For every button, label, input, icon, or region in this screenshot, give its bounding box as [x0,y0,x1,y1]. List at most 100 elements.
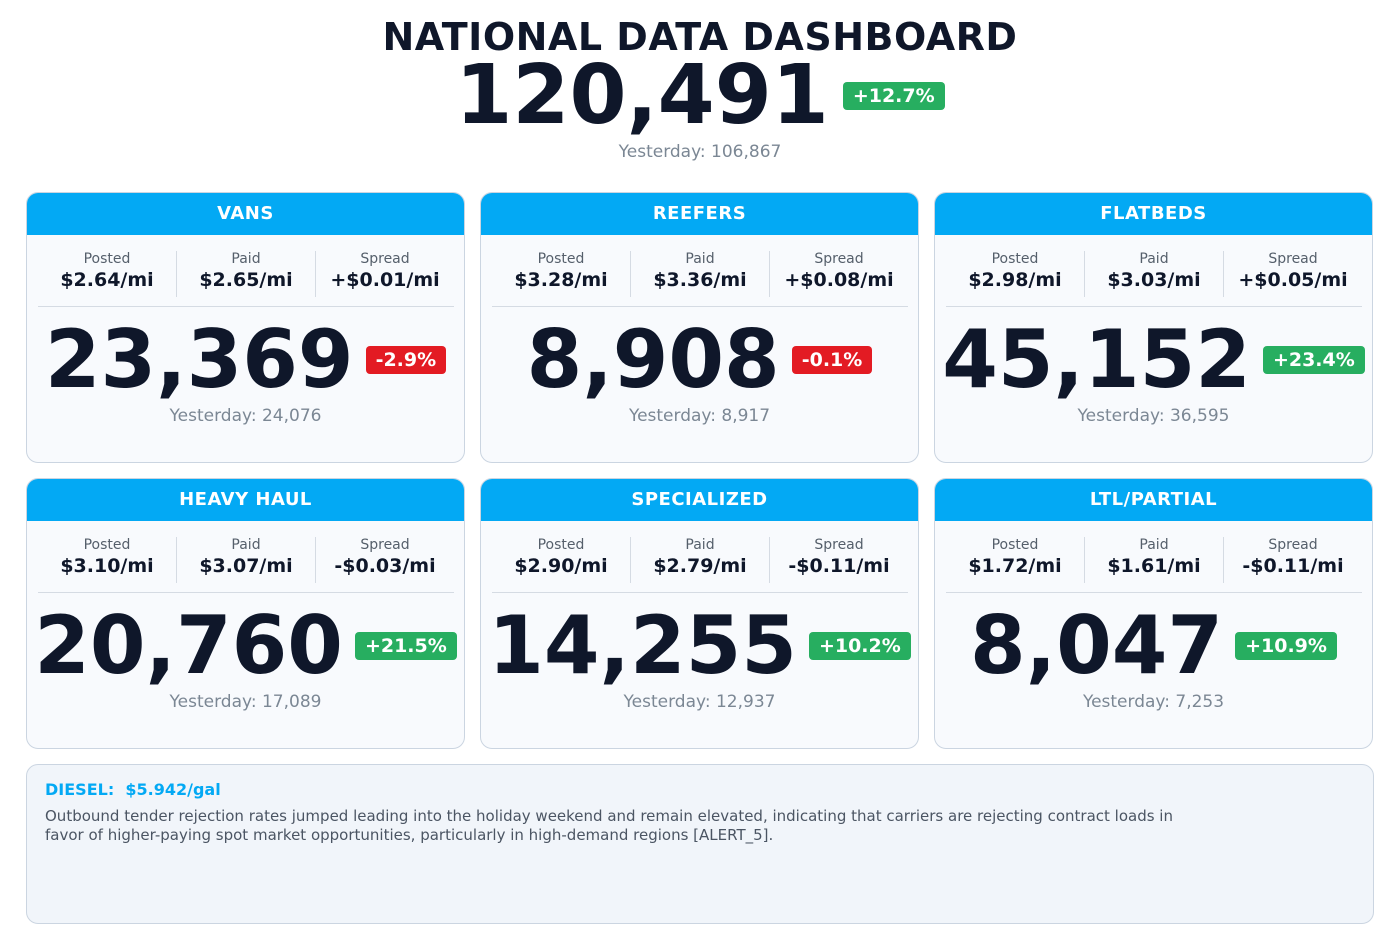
posted-rate: Posted $3.28/mi [492,251,631,297]
paid-label: Paid [1139,251,1169,267]
spread-label: Spread [814,537,864,553]
paid-rate: Paid $3.07/mi [177,537,316,583]
paid-rate: Paid $1.61/mi [1085,537,1224,583]
market-commentary-panel: DIESEL: $5.942/gal Outbound tender rejec… [26,764,1374,924]
total-loads-row: 120,491 +12.7% [0,54,1400,138]
rates-row: Posted $2.90/mi Paid $2.79/mi Spread -$0.11… [492,537,908,583]
spread-value: +$0.08/mi [784,269,894,291]
spread-value: +$0.01/mi [330,269,440,291]
rates-row: Posted $2.64/mi Paid $2.65/mi Spread +$0.01… [38,251,454,297]
spread-label: Spread [1268,251,1318,267]
load-count-row: 20,760 +21.5% [27,603,464,689]
load-count: 20,760 [34,599,343,692]
total-loads-value: 120,491 [455,48,829,143]
paid-rate: Paid $2.79/mi [631,537,770,583]
posted-value: $2.98/mi [968,269,1062,291]
spread-rate: Spread -$0.11/mi [1224,537,1362,583]
posted-label: Posted [991,251,1039,267]
posted-rate: Posted $2.64/mi [38,251,177,297]
spread-value: -$0.11/mi [788,555,890,577]
posted-value: $1.72/mi [968,555,1062,577]
diesel-price: DIESEL: $5.942/gal [45,780,221,799]
load-count-row: 23,369 -2.9% [27,317,464,403]
posted-label: Posted [991,537,1039,553]
posted-label: Posted [83,537,131,553]
load-count-row: 8,908 -0.1% [481,317,918,403]
paid-label: Paid [1139,537,1169,553]
total-change-badge: +12.7% [842,82,945,110]
spread-rate: Spread +$0.08/mi [770,251,908,297]
card-flatbeds: FLATBEDS Posted $2.98/mi Paid $3.03/mi Spr… [934,192,1373,463]
card-vans: VANS Posted $2.64/mi Paid $2.65/mi Spread +… [26,192,465,463]
paid-rate: Paid $3.03/mi [1085,251,1224,297]
spread-label: Spread [1268,537,1318,553]
posted-value: $2.90/mi [514,555,608,577]
yesterday-value: Yesterday: 8,917 [628,406,771,426]
change-badge: -0.1% [791,346,873,374]
divider [38,306,454,307]
change-badge: +23.4% [1262,346,1365,374]
load-count: 45,152 [942,313,1251,406]
spread-value: +$0.05/mi [1238,269,1348,291]
market-commentary: Outbound tender rejection rates jumped l… [45,807,1173,844]
posted-label: Posted [537,251,585,267]
spread-value: -$0.03/mi [334,555,436,577]
spread-value: -$0.11/mi [1242,555,1344,577]
divider [492,306,908,307]
rates-row: Posted $3.10/mi Paid $3.07/mi Spread -$0.03… [38,537,454,583]
posted-value: $2.64/mi [60,269,154,291]
card-reefers: REEFERS Posted $3.28/mi Paid $3.36/mi Spre… [480,192,919,463]
divider [946,306,1362,307]
spread-label: Spread [814,251,864,267]
paid-value: $1.61/mi [1107,555,1201,577]
load-count: 8,047 [970,599,1224,692]
card-specialized: SPECIALIZED Posted $2.90/mi Paid $2.79/mi … [480,478,919,749]
paid-value: $2.79/mi [653,555,747,577]
change-badge: -2.9% [365,346,447,374]
load-count-row: 45,152 +23.4% [935,317,1372,403]
yesterday-value: Yesterday: 36,595 [1077,406,1230,426]
posted-label: Posted [83,251,131,267]
paid-rate: Paid $3.36/mi [631,251,770,297]
page-title: NATIONAL DATA DASHBOARD [382,15,1018,59]
paid-label: Paid [685,537,715,553]
card-heavy-haul: HEAVY HAUL Posted $3.10/mi Paid $3.07/mi S… [26,478,465,749]
yesterday-value: Yesterday: 7,253 [1082,692,1225,712]
divider [492,592,908,593]
spread-rate: Spread +$0.01/mi [316,251,454,297]
paid-rate: Paid $2.65/mi [177,251,316,297]
rates-row: Posted $1.72/mi Paid $1.61/mi Spread -$0.11… [946,537,1362,583]
spread-label: Spread [360,537,410,553]
paid-value: $2.65/mi [199,269,293,291]
paid-value: $3.03/mi [1107,269,1201,291]
spread-rate: Spread +$0.05/mi [1224,251,1362,297]
card-title: REEFERS [481,193,918,235]
load-count-row: 8,047 +10.9% [935,603,1372,689]
spread-label: Spread [360,251,410,267]
divider [946,592,1362,593]
yesterday-value: Yesterday: 12,937 [623,692,776,712]
paid-label: Paid [231,537,261,553]
spread-rate: Spread -$0.11/mi [770,537,908,583]
load-count: 23,369 [44,313,354,406]
total-yesterday: Yesterday: 106,867 [618,142,782,162]
rates-row: Posted $2.98/mi Paid $3.03/mi Spread +$0.05… [946,251,1362,297]
paid-label: Paid [685,251,715,267]
paid-value: $3.36/mi [653,269,747,291]
spread-rate: Spread -$0.03/mi [316,537,454,583]
paid-label: Paid [231,251,261,267]
change-badge: +21.5% [354,632,457,660]
load-count-row: 14,255 +10.2% [481,603,918,689]
change-badge: +10.9% [1235,632,1337,660]
card-title: FLATBEDS [935,193,1372,235]
posted-rate: Posted $3.10/mi [38,537,177,583]
divider [38,592,454,593]
yesterday-value: Yesterday: 24,076 [169,406,322,426]
posted-rate: Posted $1.72/mi [946,537,1085,583]
yesterday-value: Yesterday: 17,089 [169,692,322,712]
change-badge: +10.2% [808,632,911,660]
card-title: SPECIALIZED [481,479,918,521]
paid-value: $3.07/mi [199,555,293,577]
posted-value: $3.10/mi [60,555,154,577]
card-title: LTL/PARTIAL [935,479,1372,521]
